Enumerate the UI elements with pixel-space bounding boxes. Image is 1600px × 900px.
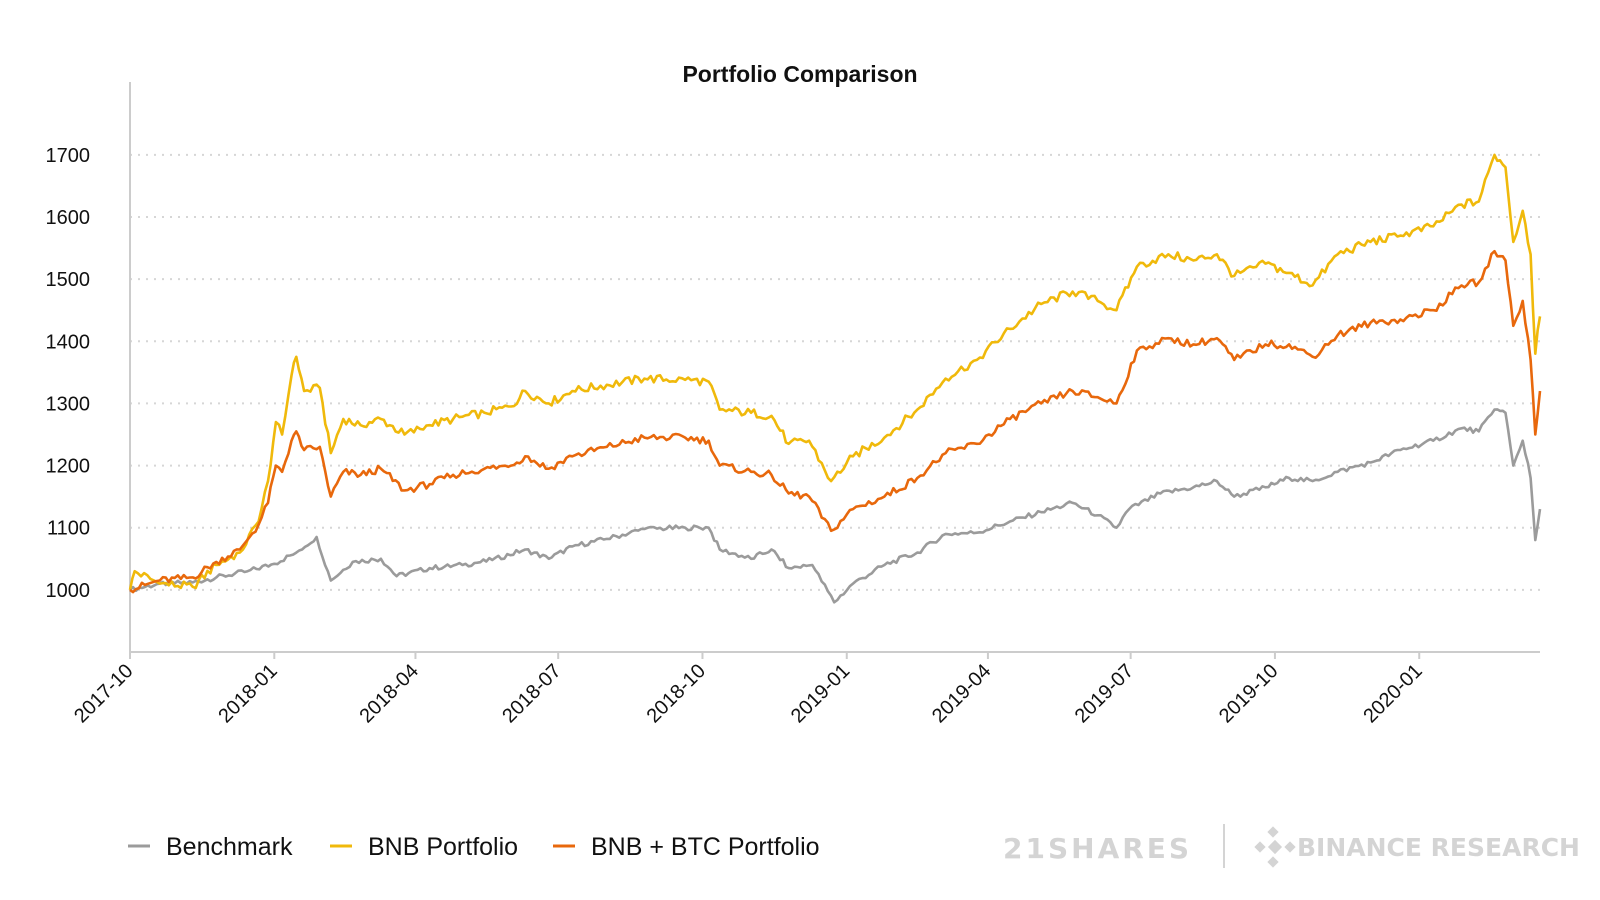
legend-label-bnb: BNB Portfolio [368,833,518,861]
y-tick-label: 1700 [46,145,91,167]
series-lines [128,153,1542,604]
y-tick-label: 1100 [47,518,90,540]
chart-title: Portfolio Comparison [682,61,917,87]
binance-logo-icon [1254,826,1296,868]
x-tick-label: 2019-10 [1215,660,1282,727]
series-line-benchmark [129,408,1542,604]
x-tick-label: 2019-04 [928,660,995,727]
x-tick-label: 2018-10 [643,660,710,727]
y-tick-label: 1600 [46,207,91,229]
axes: 1000 1100 1200 1300 1400 1500 1600 1700 2017-10 2… [46,82,1540,727]
branding: 21SHARES BINANCE RESEARCH [1003,824,1580,868]
series-line-bnb [128,153,1542,591]
y-tick-label: 1400 [46,331,91,353]
legend: Benchmark BNB Portfolio BNB + BTC Portfo… [128,833,820,861]
y-tick-label: 1500 [46,269,91,291]
y-tick-label: 1000 [46,580,91,602]
x-tick-label: 2018-04 [356,660,423,727]
grid-lines [130,153,1540,591]
series-line-bnb-btc [129,249,1542,594]
y-tick-label: 1300 [46,393,91,415]
brand-binance-research: BINANCE RESEARCH [1297,833,1580,862]
x-tick-label: 2019-01 [787,660,854,727]
x-tick-label: 2019-07 [1071,660,1138,727]
x-tick-label: 2017-10 [70,660,137,727]
x-tick-label: 2018-07 [498,660,565,727]
x-tick-label: 2020-01 [1359,660,1426,727]
legend-label-benchmark: Benchmark [166,833,293,861]
brand-21shares: 21SHARES [1003,832,1192,865]
legend-label-bnb-btc: BNB + BTC Portfolio [591,833,820,861]
x-tick-label: 2018-01 [214,660,281,727]
y-tick-label: 1200 [46,456,91,478]
